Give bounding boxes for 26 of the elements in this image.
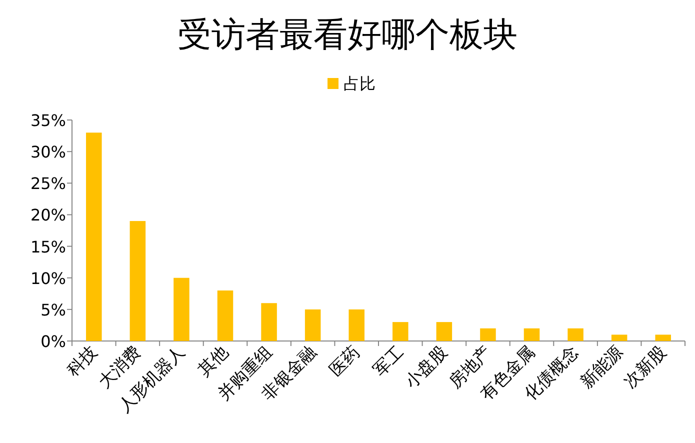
x-tick-label: 军工: [370, 342, 408, 381]
bar: [480, 328, 496, 341]
bar: [392, 322, 408, 341]
legend-label: 占比: [344, 74, 376, 93]
bar: [436, 322, 452, 341]
bar: [304, 309, 321, 341]
bar: [524, 328, 540, 341]
bar: [655, 334, 671, 341]
bar: [348, 309, 364, 341]
bar: [86, 132, 102, 341]
x-tick-label: 医药: [326, 342, 364, 381]
y-tick-label: 25%: [30, 174, 66, 194]
bar: [611, 334, 628, 341]
y-tick-label: 10%: [30, 268, 66, 288]
y-tick-label: 35%: [30, 111, 66, 130]
bar: [130, 221, 146, 341]
bar: [174, 278, 190, 341]
bar: [261, 303, 277, 341]
y-tick-label: 30%: [30, 142, 66, 162]
chart-title: 受访者最看好哪个板块: [178, 15, 518, 55]
bar: [217, 290, 234, 341]
y-tick-label: 5%: [40, 300, 66, 320]
y-tick-label: 0%: [40, 332, 66, 351]
bar: [568, 328, 584, 341]
y-tick-label: 20%: [30, 206, 66, 225]
y-tick-label: 15%: [30, 237, 66, 256]
